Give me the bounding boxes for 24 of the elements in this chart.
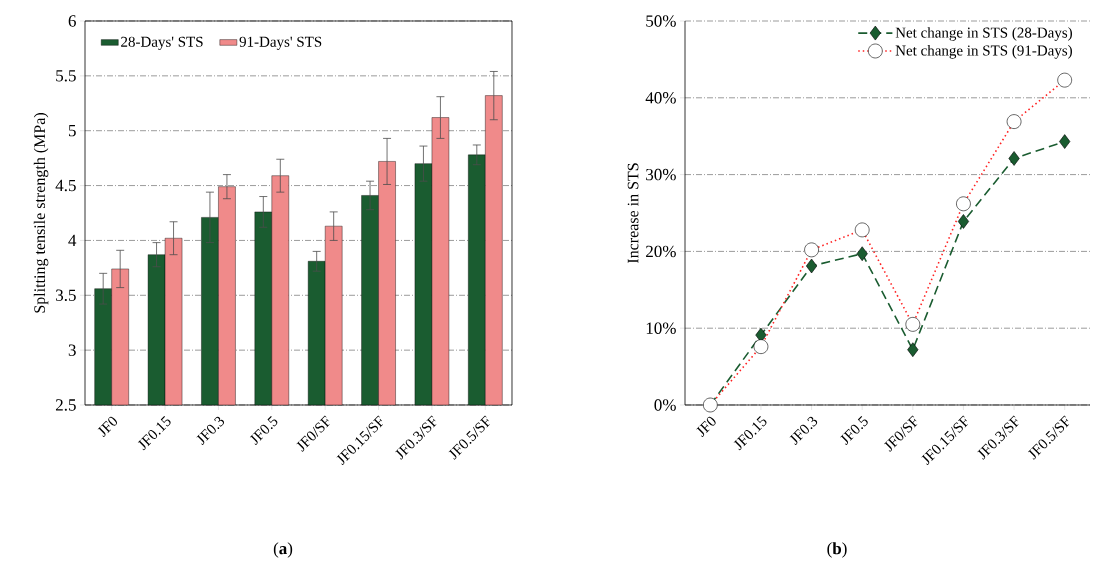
y-tick-label: 4 xyxy=(68,234,77,247)
legend-label: 28-Days' STS xyxy=(121,36,203,50)
y-tick-label: 2.5 xyxy=(55,399,76,411)
y-tick-label: 20% xyxy=(646,245,676,258)
y-tick-label: 40% xyxy=(645,92,676,104)
text: (a) xyxy=(273,542,293,558)
text: (b) xyxy=(827,542,847,558)
y-tick-label: 4.5 xyxy=(55,179,76,192)
y-tick-label: 5.5 xyxy=(56,70,76,82)
y-tick-label: 30% xyxy=(646,168,676,181)
y-tick-label: 6 xyxy=(68,15,76,27)
y-axis-title: Splitting tensile strength (MPa) xyxy=(33,113,49,313)
y-tick-label: 0% xyxy=(654,399,676,411)
legend-label: 91-Days' STS xyxy=(239,36,322,50)
x-tick-label: JF0 xyxy=(97,416,118,438)
legend-label: Net change in STS (28-Days) xyxy=(895,27,1072,41)
y-tick-label: 3 xyxy=(68,344,76,356)
legend-label: Net change in STS (91-Days) xyxy=(895,45,1072,59)
y-tick-label: 5 xyxy=(68,125,76,137)
y-tick-label: 10% xyxy=(646,322,676,334)
x-tick-label: JF0 xyxy=(696,416,716,438)
y-tick-label: 3.5 xyxy=(56,289,76,302)
y-tick-label: 50% xyxy=(646,15,676,27)
y-axis-title: Increase in STS xyxy=(627,163,639,264)
